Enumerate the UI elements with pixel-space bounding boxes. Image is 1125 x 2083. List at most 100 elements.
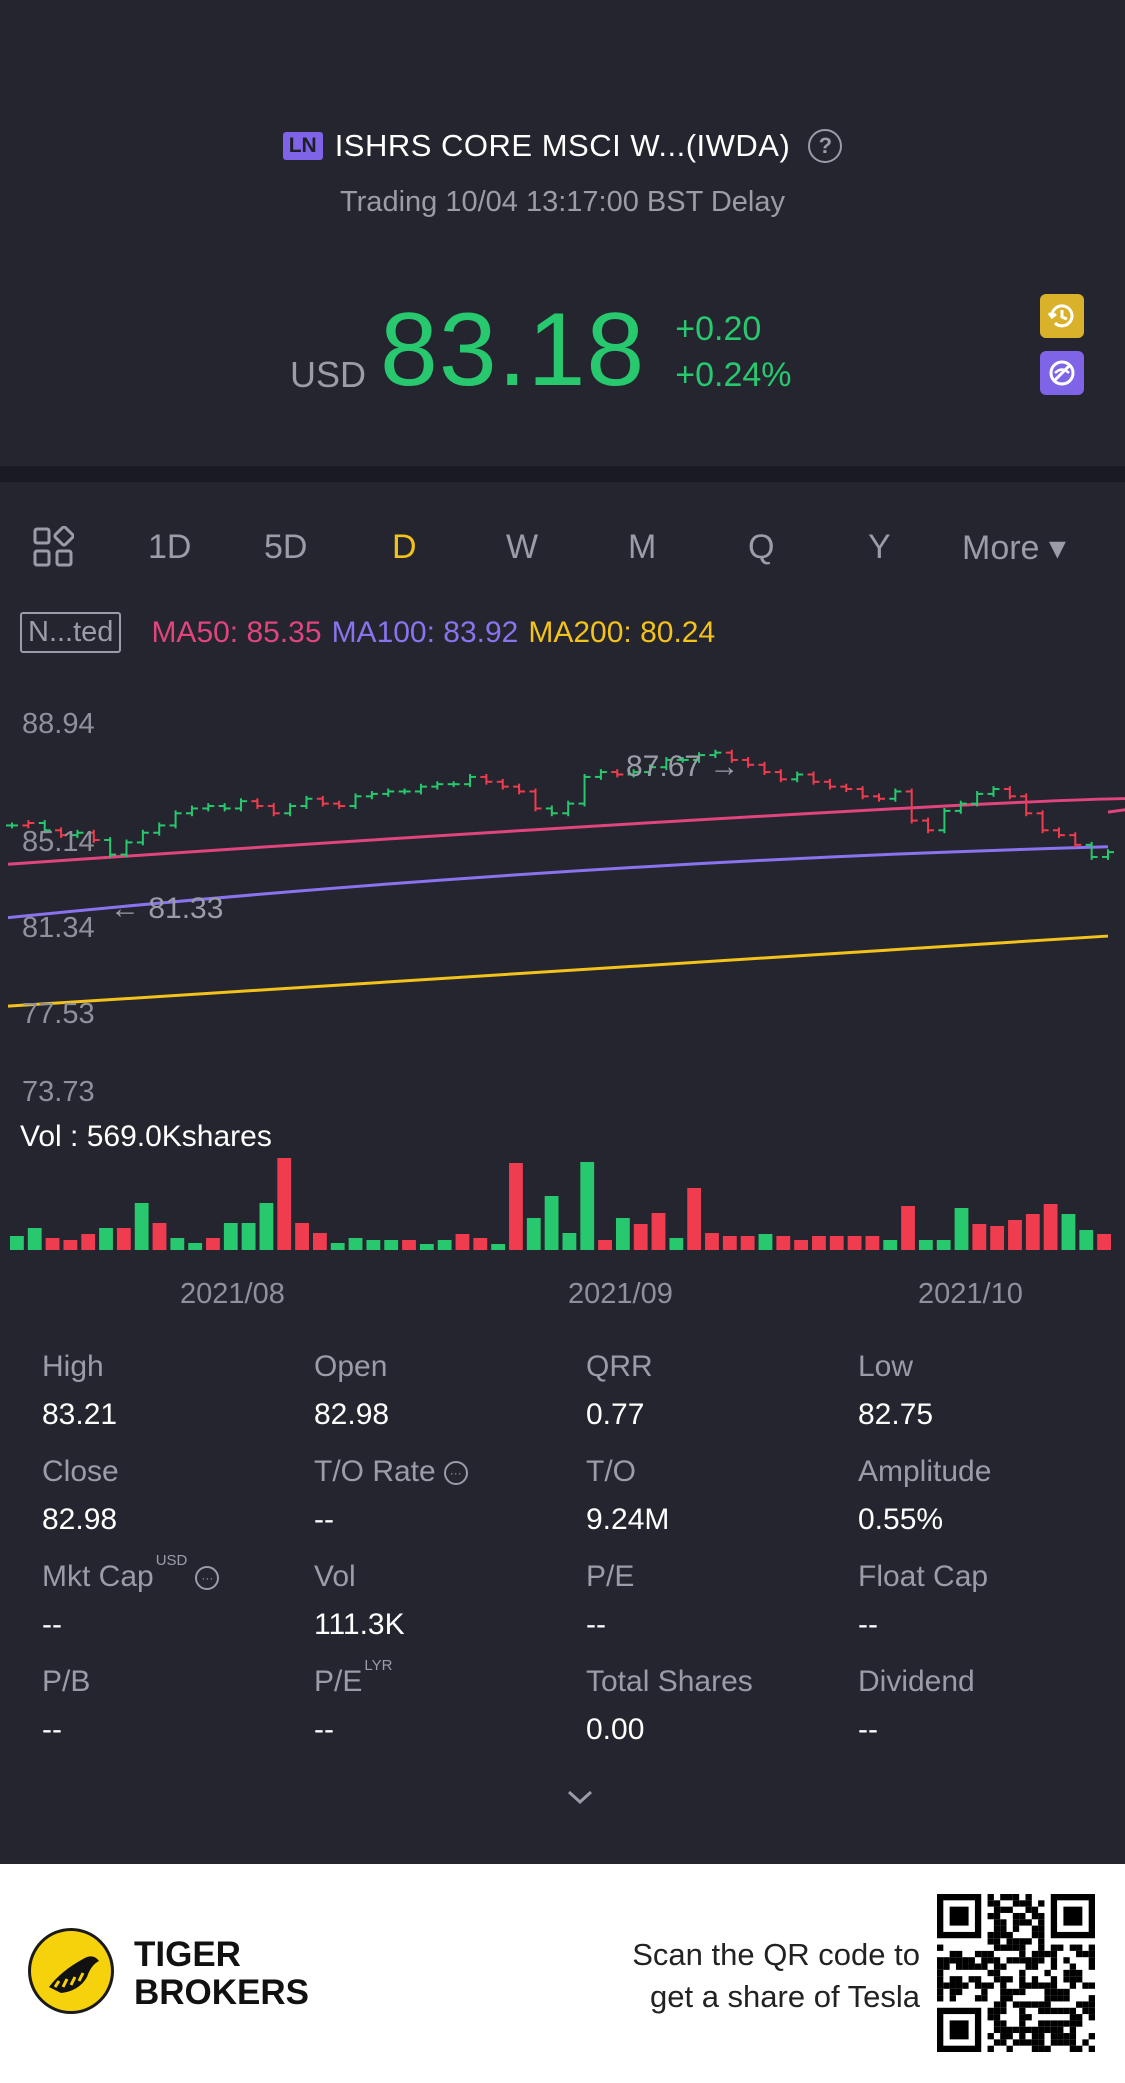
- qr-module: [1000, 1944, 1007, 1951]
- qr-module: [1000, 2039, 1007, 2046]
- qr-module: [1031, 2033, 1039, 2040]
- qr-module: [1006, 1931, 1013, 1939]
- qr-module: [1050, 2039, 1058, 2046]
- qr-module: [993, 1931, 1001, 1939]
- qr-module: [1038, 1919, 1045, 1926]
- volume-bar: [509, 1163, 523, 1250]
- y-tick-label: 73.73: [22, 1076, 95, 1108]
- exchange-badge: LN: [282, 132, 323, 160]
- volume-bar: [544, 1196, 559, 1250]
- qr-module: [1063, 2039, 1070, 2046]
- stat-label: P/E: [586, 1560, 634, 1594]
- qr-module: [987, 1931, 994, 1939]
- tab-q[interactable]: Q: [748, 528, 775, 566]
- qr-module: [1031, 2045, 1039, 2052]
- qr-module: [949, 1957, 956, 1964]
- qr-module: [1050, 1944, 1058, 1951]
- stat-label-text: T/O: [586, 1455, 636, 1488]
- stat-label: Dividend: [858, 1665, 975, 1699]
- tab-5d[interactable]: 5D: [264, 528, 308, 566]
- qr-module: [1076, 2001, 1083, 2008]
- volume-bar: [437, 1240, 452, 1250]
- qr-module: [1019, 2033, 1026, 2040]
- qr-module: [1044, 1969, 1051, 1977]
- qr-module: [968, 1963, 975, 1970]
- volume-label: Vol : 569.0Kshares: [20, 1120, 272, 1153]
- qr-module: [1031, 2039, 1039, 2046]
- qr-module: [949, 1995, 956, 2002]
- y-tick-label: 85.14: [22, 826, 95, 858]
- qr-module: [1088, 1944, 1095, 1951]
- qr-code[interactable]: [937, 1894, 1095, 2052]
- stat-label-text: P/E: [586, 1560, 635, 1593]
- qr-module: [1050, 2033, 1058, 2040]
- qr-module: [981, 1950, 988, 1958]
- qr-module: [1025, 2001, 1032, 2008]
- qr-module: [1069, 2007, 1077, 2015]
- qr-module: [1012, 2039, 1020, 2046]
- qr-module: [1019, 2020, 1026, 2027]
- qr-module: [1006, 2045, 1013, 2052]
- volume-bar: [312, 1233, 327, 1250]
- tab-1d[interactable]: 1D: [148, 528, 192, 566]
- adjust-mode-button[interactable]: N...ted: [20, 612, 122, 653]
- tab-d[interactable]: D: [392, 528, 417, 566]
- qr-module: [1012, 1944, 1020, 1951]
- qr-module: [1069, 1982, 1077, 1989]
- tab-more[interactable]: More ▾: [962, 529, 1066, 567]
- stat-label: Total Shares: [586, 1665, 753, 1699]
- history-button[interactable]: [1040, 294, 1084, 338]
- qr-module: [1044, 1995, 1051, 2002]
- stat-label-text: Float Cap: [858, 1560, 989, 1593]
- qr-module: [1019, 1982, 1026, 1989]
- price-chart[interactable]: [0, 690, 1125, 1250]
- brand-name: TIGER BROKERS: [134, 1936, 309, 2012]
- info-dots-icon[interactable]: ···: [195, 1566, 220, 1590]
- volume-bar: [241, 1223, 256, 1250]
- qr-module: [974, 1950, 982, 1958]
- qr-module: [1000, 1963, 1007, 1970]
- qr-module: [1031, 1925, 1039, 1932]
- qr-module: [1069, 2026, 1077, 2034]
- stat-label: Open: [314, 1350, 387, 1384]
- hide-button[interactable]: [1040, 351, 1084, 395]
- volume-bar: [384, 1240, 399, 1250]
- stat-label-sup: USD: [155, 1552, 188, 1569]
- volume-bar: [81, 1234, 96, 1250]
- volume-bar: [10, 1236, 24, 1250]
- qr-module: [937, 1976, 944, 1983]
- stat-label: QRR: [586, 1350, 653, 1384]
- tab-m[interactable]: M: [628, 528, 657, 566]
- layout-grid-icon[interactable]: [32, 526, 74, 568]
- qr-module: [993, 1925, 1001, 1932]
- qr-module: [1000, 1894, 1007, 1901]
- qr-module: [993, 2007, 1001, 2015]
- volume-bar: [883, 1240, 898, 1250]
- tab-w[interactable]: W: [506, 528, 539, 566]
- qr-module: [993, 1944, 1001, 1951]
- qr-module: [993, 1912, 1001, 1920]
- qr-module: [1000, 2007, 1007, 2015]
- qr-module: [993, 2026, 1001, 2034]
- qr-module: [955, 1950, 963, 1958]
- volume-bar: [116, 1228, 131, 1250]
- volume-bar: [526, 1218, 541, 1250]
- help-icon[interactable]: ?: [808, 129, 843, 163]
- tab-y[interactable]: Y: [868, 528, 891, 566]
- security-title[interactable]: ISHRS CORE MSCI W...(IWDA): [334, 128, 791, 163]
- qr-module: [1019, 2026, 1026, 2034]
- qr-module: [1088, 2033, 1095, 2040]
- indicator-row: N...ted MA50: 85.35 MA100: 83.92 MA200: …: [20, 612, 715, 653]
- stat-value: 111.3K: [314, 1608, 405, 1641]
- title-row: LN ISHRS CORE MSCI W...(IWDA) ?: [0, 128, 1125, 164]
- chevron-down-icon[interactable]: [563, 1786, 597, 1810]
- qr-module: [1088, 1950, 1095, 1958]
- stat-label: Amplitude: [858, 1455, 991, 1489]
- qr-module: [1057, 2039, 1064, 2046]
- qr-module: [1038, 2033, 1045, 2040]
- qr-module: [962, 1963, 969, 1970]
- info-dots-icon[interactable]: ···: [443, 1461, 468, 1485]
- qr-module: [1088, 2007, 1095, 2015]
- volume-bar: [936, 1240, 951, 1250]
- stat-value: --: [42, 1713, 62, 1746]
